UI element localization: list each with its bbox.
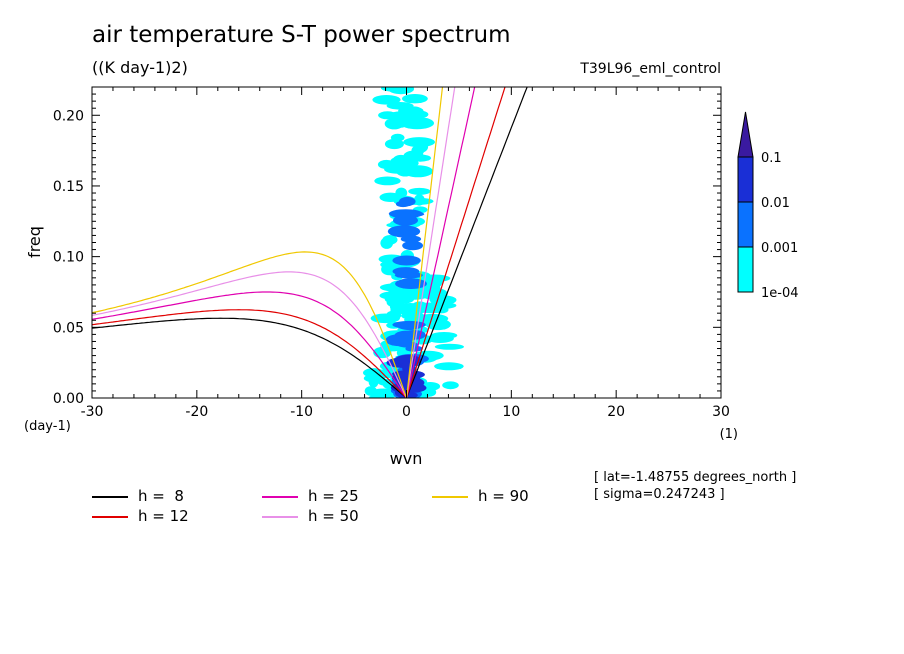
- x-tick-label: 20: [607, 404, 625, 420]
- colorbar-label: 0.1: [761, 151, 782, 166]
- rossby-curve-h90: [92, 251, 408, 398]
- rossby-curve-h12: [92, 309, 407, 398]
- y-tick-label: 0.00: [53, 391, 84, 407]
- kelvin-curve-h25: [405, 87, 476, 398]
- power-blob-1-38: [434, 343, 464, 350]
- x-axis-label: wvn: [390, 449, 423, 468]
- x-tick-label: -30: [81, 404, 104, 420]
- power-blob-0-58: [414, 141, 429, 153]
- power-blob-1-68: [411, 301, 428, 311]
- colorbar-label: 0.001: [761, 241, 798, 256]
- y-tick-label: 0.05: [53, 320, 84, 336]
- y-tick-label: 0.10: [53, 250, 84, 266]
- units-label: ((K day-1)2): [92, 58, 188, 77]
- power-blob-3-12: [396, 225, 411, 233]
- x-tick-label: 30: [712, 404, 730, 420]
- power-blob-3-14: [396, 271, 419, 277]
- kelvin-curve-h8: [405, 87, 528, 398]
- x-axis-unit: (1): [720, 427, 738, 442]
- power-blob-0-64: [403, 150, 424, 162]
- legend-swatch-h25: [262, 496, 298, 498]
- power-blob-1-61: [442, 381, 459, 390]
- power-blob-1-41: [434, 362, 464, 371]
- power-blob-3-11: [402, 240, 423, 251]
- legend-swatch-h12: [92, 516, 128, 518]
- power-blob-0-51: [372, 95, 401, 105]
- power-blob-1-69: [384, 294, 415, 305]
- x-tick-label: -10: [290, 404, 313, 420]
- power-blob-2-5: [392, 320, 426, 329]
- colorbar-segment-2: [737, 246, 754, 293]
- colorbar-segment-0: [737, 156, 754, 203]
- legend-label-h25: h = 25: [308, 487, 359, 505]
- power-blob-1-50: [425, 283, 441, 293]
- power-blob-1-64: [430, 332, 458, 339]
- experiment-label: T39L96_eml_control: [580, 61, 721, 77]
- legend-swatch-h50: [262, 516, 298, 518]
- power-blob-3-4: [399, 196, 416, 207]
- axis-ticks: -30 -20 -10 0 10 20 30 0.00 0.05 0.10 0.15 0.20: [53, 86, 730, 420]
- latitude-info: [ lat=-1.48755 degrees_north ]: [594, 470, 797, 485]
- dispersion-curves: [92, 87, 528, 398]
- power-blob-1-45: [390, 306, 418, 314]
- power-blob-0-68: [402, 165, 434, 178]
- legend-label-h50: h = 50: [308, 507, 359, 525]
- power-blob-0-39: [396, 117, 416, 127]
- colorbar: 0.1 0.01 0.001 1e-04: [737, 111, 799, 301]
- y-axis-label: freq: [25, 226, 44, 258]
- power-blob-0-47: [377, 159, 396, 170]
- rossby-curve-h50: [92, 271, 408, 398]
- legend-label-h8: h = 8: [138, 487, 184, 505]
- power-blob-3-7: [392, 255, 421, 266]
- colorbar-label: 0.01: [761, 196, 790, 211]
- sigma-info: [ sigma=0.247243 ]: [594, 487, 725, 502]
- y-axis-unit: (day-1): [24, 419, 71, 434]
- rossby-curve-h25: [92, 291, 408, 398]
- legend-swatch-h90: [432, 496, 468, 498]
- power-blob-0-8: [390, 133, 405, 142]
- x-tick-label: 0: [402, 404, 411, 420]
- y-tick-label: 0.20: [53, 108, 84, 124]
- x-tick-label: -20: [185, 404, 208, 420]
- colorbar-label: 1e-04: [761, 286, 799, 301]
- power-blob-3-13: [388, 209, 423, 219]
- power-blob-0-59: [382, 235, 398, 245]
- chart-title: air temperature S-T power spectrum: [92, 22, 511, 48]
- kelvin-curve-h12: [405, 87, 506, 398]
- y-tick-label: 0.15: [53, 179, 84, 195]
- power-blob-3-15: [400, 235, 422, 243]
- power-blob-0-3: [384, 138, 404, 150]
- power-blob-0-49: [395, 187, 408, 199]
- power-blob-3-2: [395, 278, 427, 290]
- colorbar-segment-1: [737, 201, 754, 248]
- power-blob-1-53: [424, 304, 442, 313]
- x-tick-label: 10: [502, 404, 520, 420]
- power-blob-0-56: [387, 87, 415, 95]
- power-blob-0-65: [402, 94, 428, 104]
- rossby-curve-h8: [92, 317, 407, 398]
- power-blob-0-13: [408, 187, 431, 195]
- legend-label-h90: h = 90: [478, 487, 529, 505]
- power-blob-0-4: [374, 176, 401, 186]
- legend-label-h12: h = 12: [138, 507, 189, 525]
- legend-swatch-h8: [92, 496, 128, 498]
- colorbar-extend-arrow: [737, 111, 754, 158]
